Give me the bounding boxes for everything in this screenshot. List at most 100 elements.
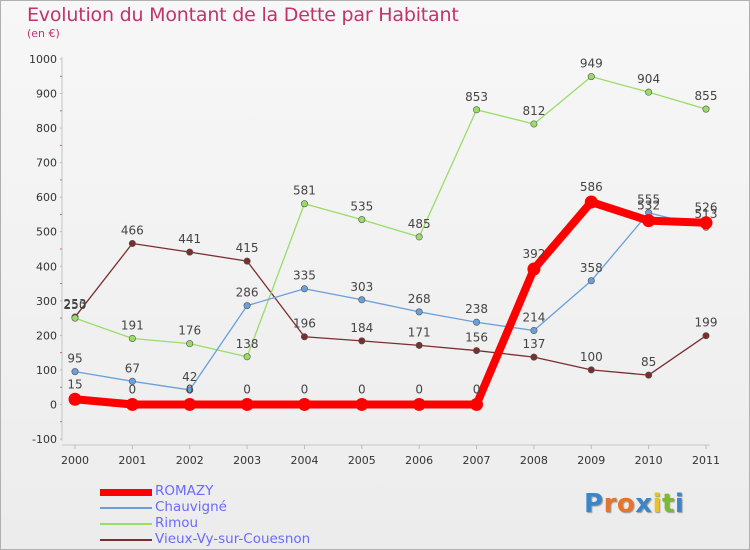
legend-label: Vieux-Vy-sur-Couesnon — [155, 531, 311, 547]
data-point — [587, 366, 595, 374]
legend-swatch — [100, 523, 152, 525]
data-point — [243, 302, 251, 310]
data-point — [645, 371, 653, 379]
data-point — [412, 397, 426, 411]
data-label: 586 — [580, 180, 603, 194]
data-label: 358 — [580, 261, 603, 275]
data-label: 485 — [408, 217, 431, 231]
data-point — [243, 257, 251, 265]
x-tick-label: 2002 — [176, 454, 204, 467]
data-label: 250 — [64, 298, 87, 312]
legend-swatch — [100, 539, 152, 541]
data-label: 904 — [637, 72, 660, 86]
data-point — [71, 314, 79, 322]
data-label: 0 — [243, 382, 251, 396]
data-point — [415, 233, 423, 241]
data-point — [530, 327, 538, 335]
y-tick-label: 600 — [36, 191, 57, 204]
data-label: 85 — [641, 355, 656, 369]
data-label: 191 — [121, 318, 144, 332]
x-tick-label: 2003 — [233, 454, 261, 467]
data-point — [300, 333, 308, 341]
data-label: 949 — [580, 57, 603, 71]
data-label: 199 — [695, 316, 718, 330]
data-point — [702, 332, 710, 340]
data-label: 42 — [182, 370, 197, 384]
data-label: 138 — [236, 337, 259, 351]
data-point — [128, 239, 136, 247]
data-point — [300, 285, 308, 293]
y-tick-label: 800 — [36, 122, 57, 135]
data-label: 441 — [178, 232, 201, 246]
data-label: 137 — [522, 337, 545, 351]
data-label: 67 — [125, 361, 140, 375]
data-point — [186, 340, 194, 348]
data-point — [699, 216, 713, 230]
chart-subtitle: (en €) — [27, 27, 60, 40]
data-point — [587, 73, 595, 81]
data-label: 15 — [67, 377, 82, 391]
data-point — [358, 337, 366, 345]
data-label: 176 — [178, 324, 201, 338]
x-tick-label: 2009 — [577, 454, 605, 467]
data-label: 415 — [236, 241, 259, 255]
data-label: 286 — [236, 286, 259, 300]
data-label: 184 — [350, 321, 373, 335]
series-line-Vieux-Vy-sur-Couesnon — [74, 242, 707, 376]
data-point — [125, 397, 139, 411]
data-point — [358, 296, 366, 304]
data-point — [415, 341, 423, 349]
data-point — [128, 377, 136, 385]
series-line-Rimou — [74, 75, 707, 358]
y-tick-label: -100 — [32, 433, 57, 446]
legend-swatch — [100, 488, 152, 496]
data-point — [297, 397, 311, 411]
y-tick-label: 400 — [36, 260, 57, 273]
data-label: 535 — [350, 200, 373, 214]
x-tick-label: 2008 — [520, 454, 548, 467]
data-label: 268 — [408, 292, 431, 306]
data-point — [183, 397, 197, 411]
data-point — [530, 120, 538, 128]
x-tick-label: 2010 — [635, 454, 663, 467]
data-label: 0 — [129, 382, 137, 396]
legend-swatch — [100, 507, 152, 509]
data-point — [473, 318, 481, 326]
data-point — [240, 397, 254, 411]
x-tick-label: 2000 — [61, 454, 89, 467]
data-point — [186, 386, 194, 394]
data-label: 0 — [415, 382, 423, 396]
data-label: 303 — [350, 280, 373, 294]
data-point — [470, 397, 484, 411]
data-point — [415, 308, 423, 316]
data-label: 466 — [121, 223, 144, 237]
x-tick-label: 2007 — [463, 454, 491, 467]
data-label: 0 — [301, 382, 309, 396]
y-tick-label: 900 — [36, 88, 57, 101]
data-point — [71, 368, 79, 376]
legend-label: ROMAZY — [155, 483, 214, 499]
legend-label: Chauvigné — [155, 499, 227, 515]
data-label: 156 — [465, 331, 488, 345]
proxiti-logo: Proxiti — [584, 489, 685, 519]
data-label: 0 — [186, 382, 194, 396]
y-tick-label: 100 — [36, 364, 57, 377]
data-label: 0 — [358, 382, 366, 396]
data-point — [645, 88, 653, 96]
data-label: 253 — [64, 297, 87, 311]
data-point — [355, 397, 369, 411]
data-point — [530, 353, 538, 361]
x-tick-label: 2011 — [692, 454, 720, 467]
data-label: 100 — [580, 350, 603, 364]
data-label: 0 — [473, 382, 481, 396]
data-label: 526 — [695, 201, 718, 215]
y-tick-label: 300 — [36, 295, 57, 308]
data-label: 855 — [695, 89, 718, 103]
data-point — [243, 353, 251, 361]
series-line-Chauvigné — [74, 212, 707, 391]
data-point — [300, 200, 308, 208]
data-label: 95 — [67, 352, 82, 366]
data-point — [642, 214, 656, 228]
data-point — [473, 106, 481, 114]
